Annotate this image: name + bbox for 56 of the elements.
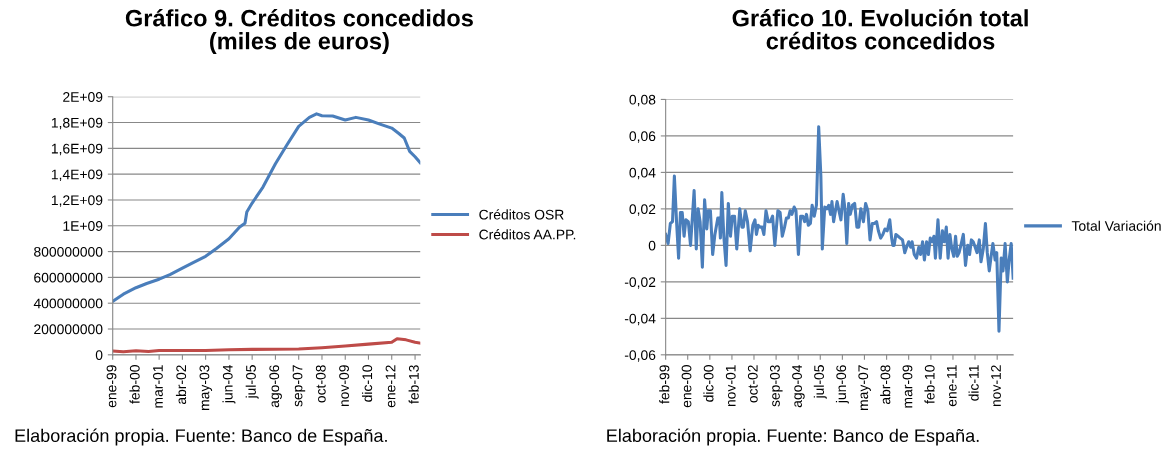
x-tick-label: nov-12 bbox=[991, 365, 1001, 407]
x-tick-label: oct-08 bbox=[315, 365, 326, 403]
y-tick-label: 800000000 bbox=[34, 246, 103, 257]
legend-label: Total Variación bbox=[1071, 220, 1161, 231]
text: Elaboración propia. Fuente: Banco de España. bbox=[607, 428, 979, 446]
x-tick-label: may-03 bbox=[199, 365, 213, 410]
x-tick-label: oct-02 bbox=[747, 365, 758, 403]
y-tick-label: 0,06 bbox=[629, 131, 656, 143]
y-tick-label: 0,04 bbox=[629, 167, 656, 180]
x-tick-label: jul-05 bbox=[813, 365, 827, 399]
y-tick-label: 600000000 bbox=[34, 272, 103, 283]
y-tick-label: -0,06 bbox=[624, 350, 656, 362]
y-tick-label: 2E+09 bbox=[63, 92, 103, 102]
legend-label: Créditos OSR bbox=[479, 209, 564, 220]
y-tick-label: 0,02 bbox=[629, 204, 656, 216]
chart-title: Gráfico 9. Créditos concedidos (miles de euros) bbox=[125, 9, 473, 55]
x-tick-label: nov-01 bbox=[725, 365, 736, 407]
x-tick-label: sep-07 bbox=[292, 365, 306, 407]
x-tick-label: abr-08 bbox=[880, 365, 891, 405]
x-tick-label: jun-06 bbox=[835, 365, 849, 404]
x-tick-label: dic-10 bbox=[361, 365, 373, 402]
x-tick-label: feb-00 bbox=[129, 365, 140, 404]
x-tick-label: mar-09 bbox=[902, 365, 913, 408]
y-tick-label: 1,4E+09 bbox=[51, 169, 103, 181]
text: Elaboración propia. Fuente: Banco de España. bbox=[15, 428, 387, 446]
chart-title: Gráfico 10. Evolución total créditos concedidos bbox=[732, 9, 1028, 50]
x-tick-label: feb-99 bbox=[659, 365, 670, 404]
y-tick-label: 0 bbox=[648, 240, 656, 251]
y-tick-label: 1,2E+09 bbox=[51, 195, 103, 207]
legend-label: Créditos AA.PP. bbox=[479, 229, 576, 240]
x-tick-label: ene-11 bbox=[946, 365, 957, 407]
y-tick-label: -0,04 bbox=[624, 313, 656, 326]
x-tick-label: jul-05 bbox=[245, 365, 259, 399]
y-tick-label: 1E+09 bbox=[63, 221, 103, 231]
x-tick-label: ago-04 bbox=[792, 364, 805, 408]
x-tick-label: dic-00 bbox=[703, 365, 714, 402]
x-tick-label: may-07 bbox=[858, 365, 871, 410]
x-tick-label: ene-99 bbox=[106, 365, 117, 408]
y-tick-label: 1,8E+09 bbox=[51, 117, 103, 130]
x-tick-label: jun-04 bbox=[222, 364, 236, 404]
x-tick-label: abr-02 bbox=[175, 365, 187, 405]
x-tick-label: ago-06 bbox=[269, 365, 282, 408]
y-tick-label: 400000000 bbox=[33, 298, 103, 309]
y-tick-label: 0,08 bbox=[629, 94, 656, 107]
y-tick-label: 200000000 bbox=[34, 324, 103, 335]
x-tick-label: ene-12 bbox=[385, 365, 396, 408]
y-tick-label: 0 bbox=[95, 350, 103, 360]
x-tick-label: sep-03 bbox=[769, 365, 783, 407]
x-tick-label: mar-01 bbox=[153, 365, 163, 408]
x-tick-label: ene-00 bbox=[681, 365, 692, 408]
x-tick-label: feb-13 bbox=[408, 365, 419, 404]
x-tick-label: feb-10 bbox=[924, 365, 935, 404]
x-tick-label: nov-09 bbox=[339, 365, 349, 407]
x-tick-label: dic-11 bbox=[968, 365, 979, 401]
y-tick-label: -0,02 bbox=[624, 277, 656, 289]
y-tick-label: 1,6E+09 bbox=[51, 143, 103, 156]
